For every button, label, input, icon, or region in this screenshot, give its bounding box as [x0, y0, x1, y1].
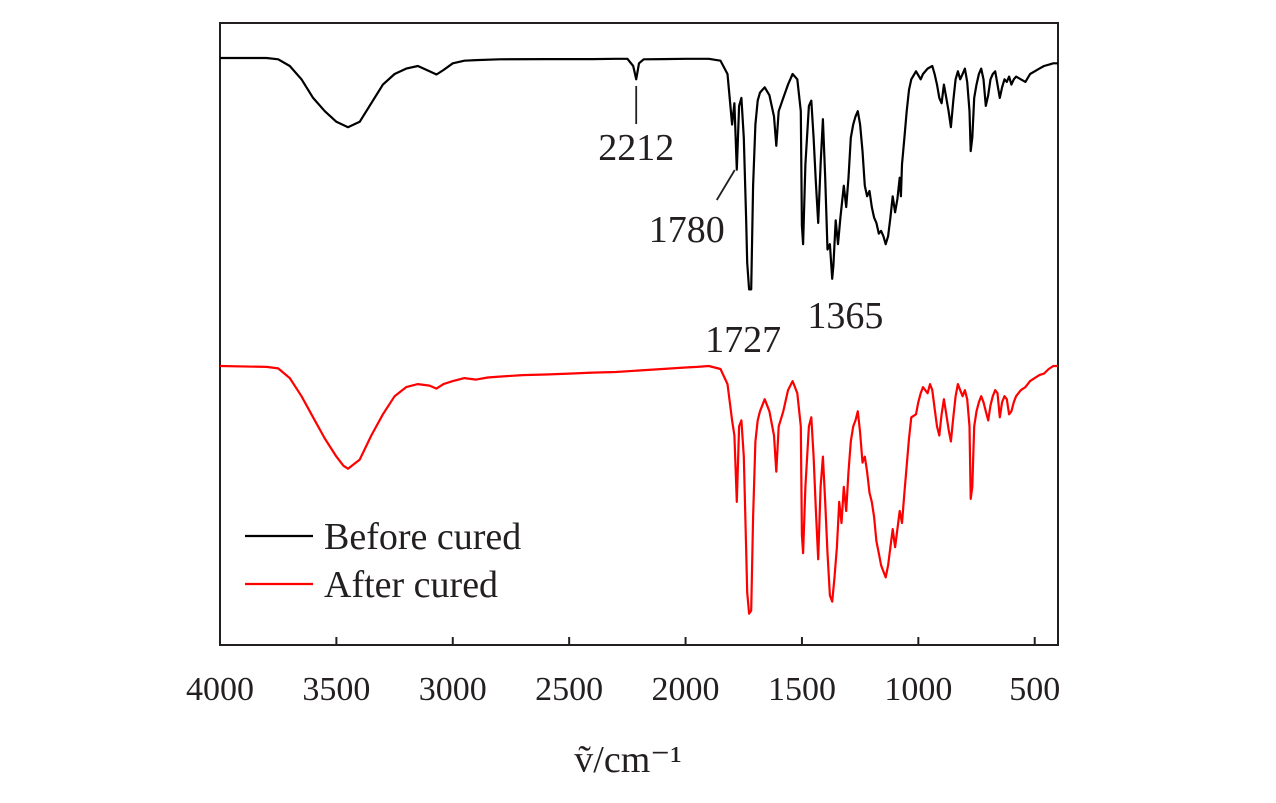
x-axis: 4000 3500 3000 2500 2000 1500 1000 500 — [186, 637, 1060, 708]
annotation-1727: 1727 — [705, 319, 781, 361]
plot-frame — [219, 22, 1059, 646]
annotations: 2212 1780 1727 1365 — [598, 86, 883, 361]
x-tick-label-2500: 2500 — [535, 671, 603, 708]
series-layer — [219, 56, 1058, 615]
x-tick-label-3500: 3500 — [302, 671, 370, 708]
x-tick-label-3000: 3000 — [419, 671, 487, 708]
annotation-1780: 1780 — [649, 209, 725, 251]
x-tick-label-4000: 4000 — [186, 671, 254, 708]
annotation-2212: 2212 — [598, 127, 674, 169]
x-tick-label-2000: 2000 — [652, 671, 720, 708]
series-line-after-cured — [219, 364, 1058, 615]
annotation-1365: 1365 — [807, 295, 883, 337]
x-tick-label-500: 500 — [1009, 671, 1060, 708]
series-line-before-cured — [220, 56, 1058, 291]
x-tick-label-1000: 1000 — [884, 671, 952, 708]
annotation-leader-1780 — [715, 169, 736, 201]
legend-label-before-cured: Before cured — [324, 516, 521, 558]
legend: Before cured After cured — [245, 516, 521, 606]
x-axis-label: ṽ/cm⁻¹ — [574, 739, 681, 781]
legend-label-after-cured: After cured — [324, 564, 498, 606]
x-tick-label-1500: 1500 — [768, 671, 836, 708]
